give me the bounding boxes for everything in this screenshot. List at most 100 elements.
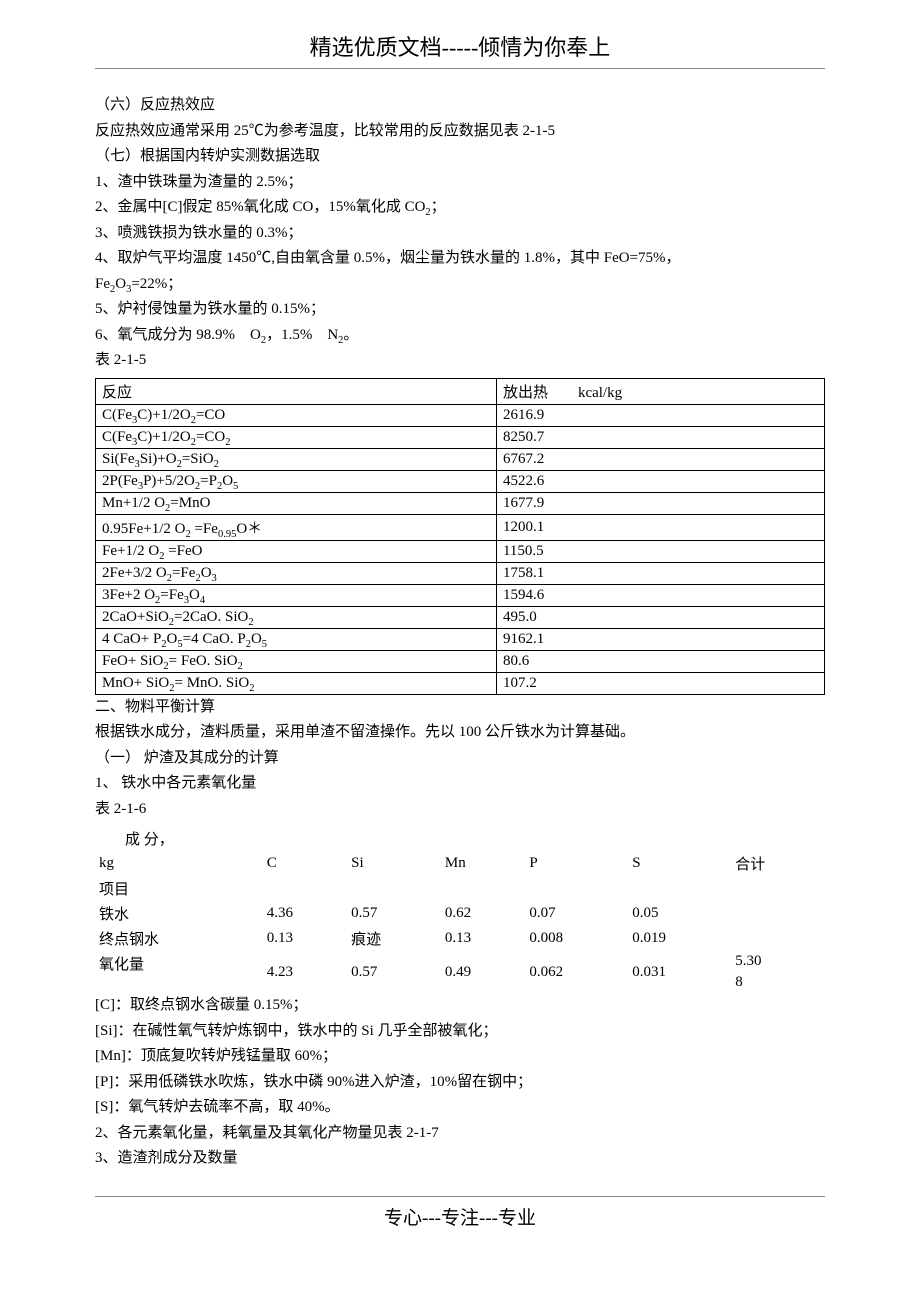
rx-cell: C(Fe3C)+1/2O2=CO: [96, 404, 497, 426]
header-cell: 项目: [95, 876, 825, 901]
rx-cell: Si(Fe3Si)+O2=SiO2: [96, 448, 497, 470]
section-7-item-6: 6、氧气成分为 98.9% O2，1.5% N2。: [95, 323, 825, 349]
cell: 4.23: [263, 951, 347, 993]
rx-cell: Fe+1/2 O2 =FeO: [96, 540, 497, 562]
oxid-table-caption: 表 2-1-6: [95, 797, 825, 823]
heat-cell: 1594.6: [496, 584, 824, 606]
table-row: 氧化量 4.23 0.57 0.49 0.062 0.031 5.30: [95, 951, 825, 972]
section-2-sub1: （一） 炉渣及其成分的计算: [95, 746, 825, 772]
rx-cell: FeO+ SiO2= FeO. SiO2: [96, 650, 497, 672]
text: 6、氧气成分为 98.9% O: [95, 327, 261, 343]
cell: 0.019: [628, 926, 731, 951]
note-c: [C]：取终点钢水含碳量 0.15%；: [95, 993, 825, 1019]
heat-cell: 1150.5: [496, 540, 824, 562]
section-2-title: 二、物料平衡计算: [95, 695, 825, 721]
table-row: 2CaO+SiO2=2CaO. SiO2495.0: [96, 606, 825, 628]
page-footer: 专心---专注---专业: [95, 1203, 825, 1230]
heat-cell: 1200.1: [496, 514, 824, 540]
col-header: C: [263, 851, 347, 876]
cell: 8: [731, 972, 825, 993]
section-7-item-3: 3、喷溅铁损为铁水量的 0.3%；: [95, 221, 825, 247]
row-label: 氧化量: [95, 951, 263, 993]
col-header: S: [628, 851, 731, 876]
col-header-reaction: 反应: [96, 378, 497, 404]
col-header: 合计: [731, 851, 825, 876]
table-row: 成 分，: [95, 826, 825, 851]
section-7-item-2: 2、金属中[C]假定 85%氧化成 CO，15%氧化成 CO2；: [95, 195, 825, 221]
row-label: 铁水: [95, 901, 263, 926]
cell: 0.62: [441, 901, 525, 926]
table-row: 反应 放出热 kcal/kg: [96, 378, 825, 404]
section-2-item1: 1、 铁水中各元素氧化量: [95, 771, 825, 797]
rx-cell: 2CaO+SiO2=2CaO. SiO2: [96, 606, 497, 628]
table-row: Si(Fe3Si)+O2=SiO26767.2: [96, 448, 825, 470]
section-7-item-4: 4、取炉气平均温度 1450℃,自由氧含量 0.5%，烟尘量为铁水量的 1.8%…: [95, 246, 825, 272]
header-cell: 成 分，: [95, 826, 825, 851]
rx-cell: MnO+ SiO2= MnO. SiO2: [96, 672, 497, 694]
table-row: C(Fe3C)+1/2O2=CO2616.9: [96, 404, 825, 426]
header-rule: [95, 68, 825, 69]
note-p: [P]：采用低磷铁水吹炼，铁水中磷 90%进入炉渣，10%留在钢中；: [95, 1070, 825, 1096]
text: 。: [343, 327, 358, 343]
note-mn: [Mn]：顶底复吹转炉残锰量取 60%；: [95, 1044, 825, 1070]
note-si: [Si]：在碱性氧气转炉炼钢中，铁水中的 Si 几乎全部被氧化；: [95, 1019, 825, 1045]
cell: 痕迹: [347, 926, 441, 951]
rx-cell: 0.95Fe+1/2 O2 =Fe0.95O＊: [96, 514, 497, 540]
note-s: [S]：氧气转炉去硫率不高，取 40%。: [95, 1095, 825, 1121]
table-row: Mn+1/2 O2=MnO1677.9: [96, 492, 825, 514]
cell: 0.13: [441, 926, 525, 951]
heat-cell: 1758.1: [496, 562, 824, 584]
note-item3: 3、造渣剂成分及数量: [95, 1146, 825, 1172]
cell: 0.57: [347, 951, 441, 993]
cell: [731, 926, 825, 951]
cell: 0.57: [347, 901, 441, 926]
table-row: 4 CaO+ P2O5=4 CaO. P2O59162.1: [96, 628, 825, 650]
col-header: Si: [347, 851, 441, 876]
table-row: 项目: [95, 876, 825, 901]
section-7-item-1: 1、渣中铁珠量为渣量的 2.5%；: [95, 170, 825, 196]
oxidation-table: 成 分， kg C Si Mn P S 合计 项目 铁水 4.36 0.57 0…: [95, 826, 825, 993]
heat-cell: 495.0: [496, 606, 824, 628]
cell: 4.36: [263, 901, 347, 926]
rx-table-caption: 表 2-1-5: [95, 348, 825, 374]
reaction-heat-table: 反应 放出热 kcal/kg C(Fe3C)+1/2O2=CO2616.9 C(…: [95, 378, 825, 695]
table-row: Fe+1/2 O2 =FeO1150.5: [96, 540, 825, 562]
table-row: 0.95Fe+1/2 O2 =Fe0.95O＊1200.1: [96, 514, 825, 540]
heat-cell: 107.2: [496, 672, 824, 694]
cell: 0.05: [628, 901, 731, 926]
rx-cell: 3Fe+2 O2=Fe3O4: [96, 584, 497, 606]
heat-cell: 1677.9: [496, 492, 824, 514]
header-cell: kg: [95, 851, 263, 876]
cell: 0.07: [525, 901, 628, 926]
cell: 0.13: [263, 926, 347, 951]
text: =22%；: [131, 276, 182, 292]
row-label: 终点钢水: [95, 926, 263, 951]
cell: 0.49: [441, 951, 525, 993]
note-item2: 2、各元素氧化量，耗氧量及其氧化产物量见表 2-1-7: [95, 1121, 825, 1147]
rx-cell: 4 CaO+ P2O5=4 CaO. P2O5: [96, 628, 497, 650]
footer-rule: [95, 1196, 825, 1197]
text: 2、金属中[C]假定 85%氧化成 CO，15%氧化成 CO: [95, 199, 425, 215]
text: ，1.5% N: [266, 327, 338, 343]
cell: 0.031: [628, 951, 731, 993]
heat-cell: 6767.2: [496, 448, 824, 470]
section-7-title: （七）根据国内转炉实测数据选取: [95, 144, 825, 170]
table-row: 3Fe+2 O2=Fe3O41594.6: [96, 584, 825, 606]
table-row: 2P(Fe3P)+5/2O2=P2O54522.6: [96, 470, 825, 492]
table-row: 2Fe+3/2 O2=Fe2O31758.1: [96, 562, 825, 584]
section-6-line: 反应热效应通常采用 25℃为参考温度，比较常用的反应数据见表 2-1-5: [95, 119, 825, 145]
col-header: Mn: [441, 851, 525, 876]
table-row: kg C Si Mn P S 合计: [95, 851, 825, 876]
section-7-item-4b: Fe2O3=22%；: [95, 272, 825, 298]
heat-cell: 4522.6: [496, 470, 824, 492]
cell: 0.062: [525, 951, 628, 993]
cell: 5.30: [731, 951, 825, 972]
table-row: MnO+ SiO2= MnO. SiO2107.2: [96, 672, 825, 694]
cell: [731, 901, 825, 926]
table-row: C(Fe3C)+1/2O2=CO28250.7: [96, 426, 825, 448]
subscript: 2: [425, 207, 430, 218]
rx-cell: Mn+1/2 O2=MnO: [96, 492, 497, 514]
page-header: 精选优质文档-----倾情为你奉上: [95, 30, 825, 62]
heat-cell: 9162.1: [496, 628, 824, 650]
rx-cell: 2Fe+3/2 O2=Fe2O3: [96, 562, 497, 584]
